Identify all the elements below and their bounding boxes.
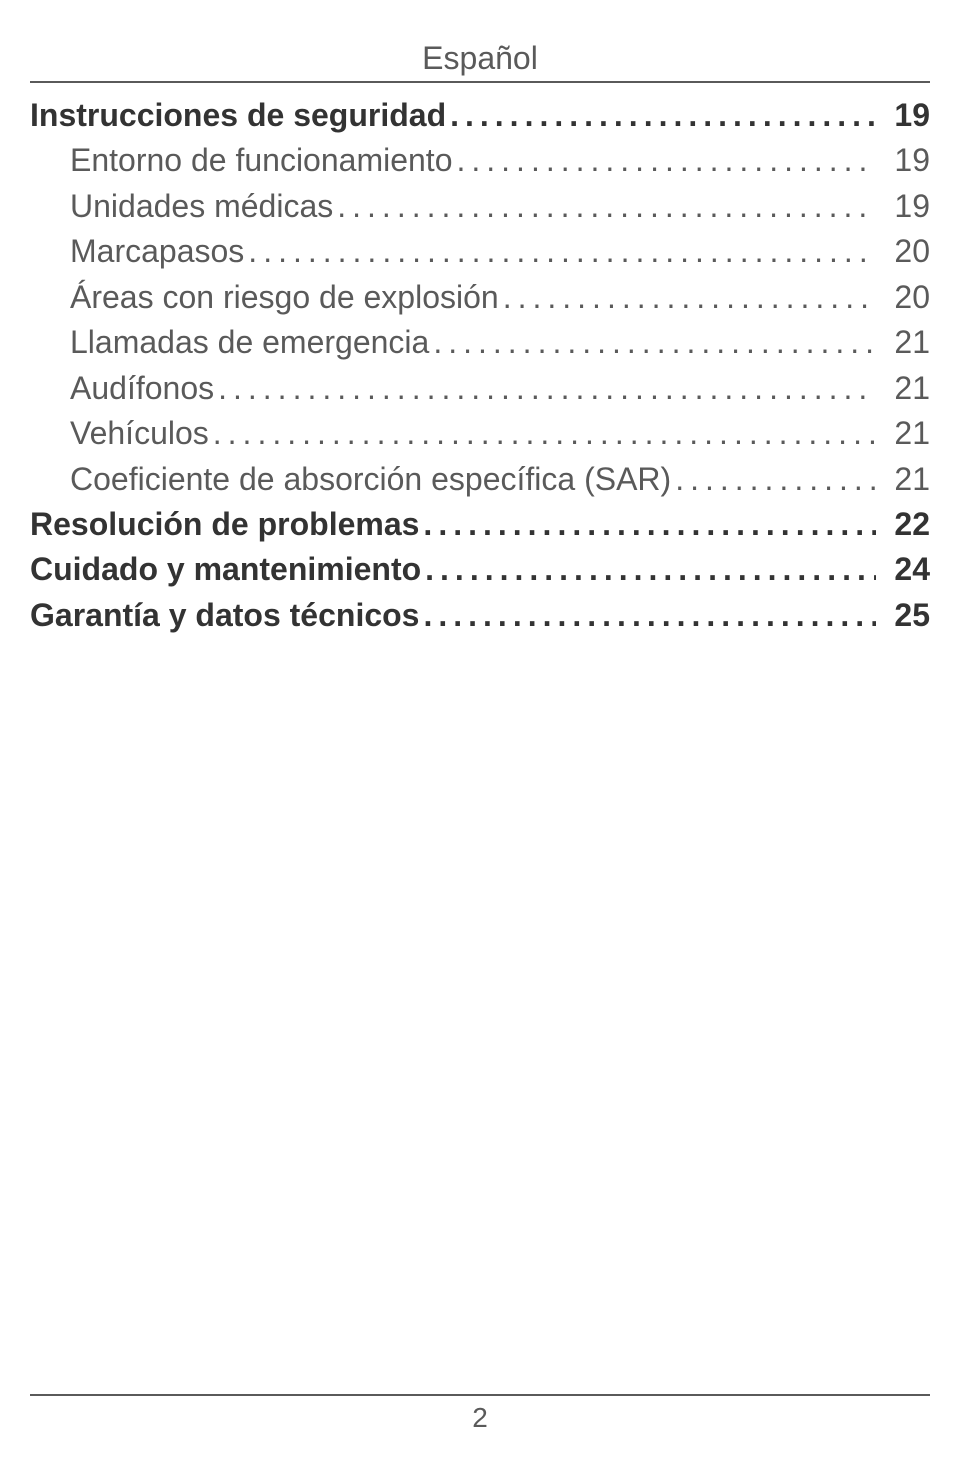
toc-entry-label: Instrucciones de seguridad <box>30 93 446 138</box>
toc-entry: Llamadas de emergencia 21 <box>30 320 930 365</box>
toc-entry-page: 19 <box>876 93 930 138</box>
toc-entry-dots <box>419 502 876 547</box>
toc-entry-label: Llamadas de emergencia <box>30 320 429 365</box>
toc-entry-dots <box>333 184 876 229</box>
toc-entry-label: Garantía y datos técnicos <box>30 593 419 638</box>
toc-entry-page: 21 <box>876 366 930 411</box>
toc-entry: Áreas con riesgo de explosión 20 <box>30 275 930 320</box>
footer: 2 <box>30 1394 930 1434</box>
toc-entry: Audífonos 21 <box>30 366 930 411</box>
toc-entry-page: 25 <box>876 593 930 638</box>
toc-entry: Coeficiente de absorción específica (SAR… <box>30 457 930 502</box>
toc-entry-dots <box>446 93 876 138</box>
toc-entry-dots <box>499 275 876 320</box>
toc-entry-dots <box>419 593 876 638</box>
toc-entry-label: Audífonos <box>30 366 214 411</box>
toc-entry-dots <box>214 366 876 411</box>
toc-entry-page: 24 <box>876 547 930 592</box>
header: Español <box>30 40 930 79</box>
toc-entry: Garantía y datos técnicos 25 <box>30 593 930 638</box>
toc-entry-label: Áreas con riesgo de explosión <box>30 275 499 320</box>
toc-entry-dots <box>244 229 876 274</box>
toc-entry-page: 20 <box>876 229 930 274</box>
toc-entry: Entorno de funcionamiento 19 <box>30 138 930 183</box>
header-rule <box>30 81 930 83</box>
toc-entry-label: Cuidado y mantenimiento <box>30 547 421 592</box>
toc-entry-page: 22 <box>876 502 930 547</box>
toc-entry: Resolución de problemas 22 <box>30 502 930 547</box>
toc-entry: Unidades médicas 19 <box>30 184 930 229</box>
toc-entry: Vehículos 21 <box>30 411 930 456</box>
toc-entry-label: Vehículos <box>30 411 209 456</box>
toc-entry-page: 19 <box>876 138 930 183</box>
toc-entry: Marcapasos 20 <box>30 229 930 274</box>
toc-entry-dots <box>671 457 876 502</box>
toc-entry-dots <box>452 138 876 183</box>
page-number: 2 <box>30 1402 930 1434</box>
toc-entry-label: Entorno de funcionamiento <box>30 138 452 183</box>
toc-entry-page: 21 <box>876 411 930 456</box>
toc-entry: Instrucciones de seguridad 19 <box>30 93 930 138</box>
toc-entry-label: Marcapasos <box>30 229 244 274</box>
toc-entry-label: Unidades médicas <box>30 184 333 229</box>
toc-entry-label: Coeficiente de absorción específica (SAR… <box>30 457 671 502</box>
toc-entry-page: 20 <box>876 275 930 320</box>
toc-entry-dots <box>421 547 876 592</box>
toc-entry-dots <box>209 411 876 456</box>
footer-rule <box>30 1394 930 1396</box>
language-label: Español <box>422 40 538 79</box>
toc-entry: Cuidado y mantenimiento 24 <box>30 547 930 592</box>
toc-entry-label: Resolución de problemas <box>30 502 419 547</box>
toc-entry-page: 21 <box>876 457 930 502</box>
toc-entry-dots <box>429 320 876 365</box>
toc-entry-page: 21 <box>876 320 930 365</box>
toc-entry-page: 19 <box>876 184 930 229</box>
table-of-contents: Instrucciones de seguridad19Entorno de f… <box>30 93 930 638</box>
